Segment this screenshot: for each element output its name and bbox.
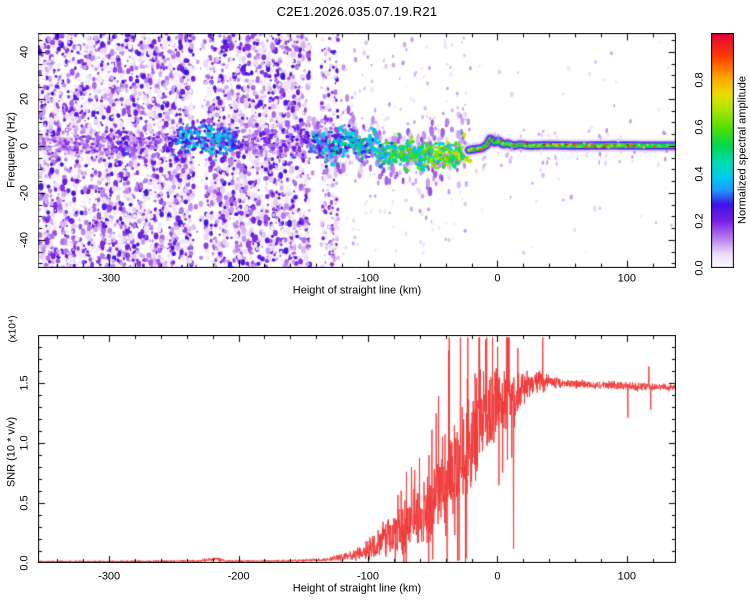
spectrogram-canvas — [38, 33, 676, 268]
spectrogram-x-tick-label: 100 — [617, 272, 636, 285]
colorbar-title: Normalized spectral amplitude — [736, 76, 749, 224]
colorbar-tick-label: 0.6 — [693, 119, 706, 135]
snr-y-tick-label: 0.5 — [18, 495, 31, 511]
spectrogram-x-tick-label: 0 — [494, 272, 501, 285]
spectrogram-x-axis-title: Height of straight line (km) — [292, 284, 422, 297]
snr-x-tick-label: 100 — [617, 570, 636, 583]
spectrogram-x-tick-label: -200 — [227, 272, 250, 285]
colorbar-tick-label: 0.0 — [693, 260, 706, 276]
snr-y-axis-title: SNR (10 * v/v) — [5, 416, 18, 488]
spectrogram-y-tick-label: 0 — [18, 142, 31, 149]
colorbar-canvas — [711, 33, 734, 268]
spectrogram-y-tick-label: -20 — [18, 184, 31, 201]
colorbar-tick-label: 0.4 — [693, 166, 706, 182]
snr-y-tick-label: 1.0 — [18, 435, 31, 451]
snr-y-tick-label: 0.0 — [18, 555, 31, 571]
colorbar-tick-label: 0.8 — [693, 72, 706, 88]
colorbar-tick-label: 0.2 — [693, 213, 706, 229]
spectrogram-x-tick-label: -100 — [356, 272, 380, 285]
spectrogram-y-tick-label: 20 — [18, 92, 31, 105]
spectrogram-y-axis-title: Frequency (Hz) — [5, 112, 18, 188]
plot-title: C2E1.2026.035.07.19.R21 — [276, 4, 438, 19]
snr-y-tick-label: 1.5 — [18, 375, 31, 391]
spectrogram-y-tick-label: 40 — [18, 45, 31, 58]
snr-scale-label: (x10⁴) — [7, 315, 19, 343]
spectrogram-x-tick-label: -300 — [98, 272, 121, 285]
snr-x-tick-label: -200 — [227, 570, 250, 583]
snr-x-axis-title: Height of straight line (km) — [292, 582, 422, 595]
spectrogram-y-tick-label: -40 — [18, 231, 31, 248]
snr-x-tick-label: -300 — [98, 570, 121, 583]
snr-line-canvas — [38, 335, 676, 563]
snr-x-tick-label: -100 — [356, 570, 380, 583]
snr-x-tick-label: 0 — [494, 570, 501, 583]
